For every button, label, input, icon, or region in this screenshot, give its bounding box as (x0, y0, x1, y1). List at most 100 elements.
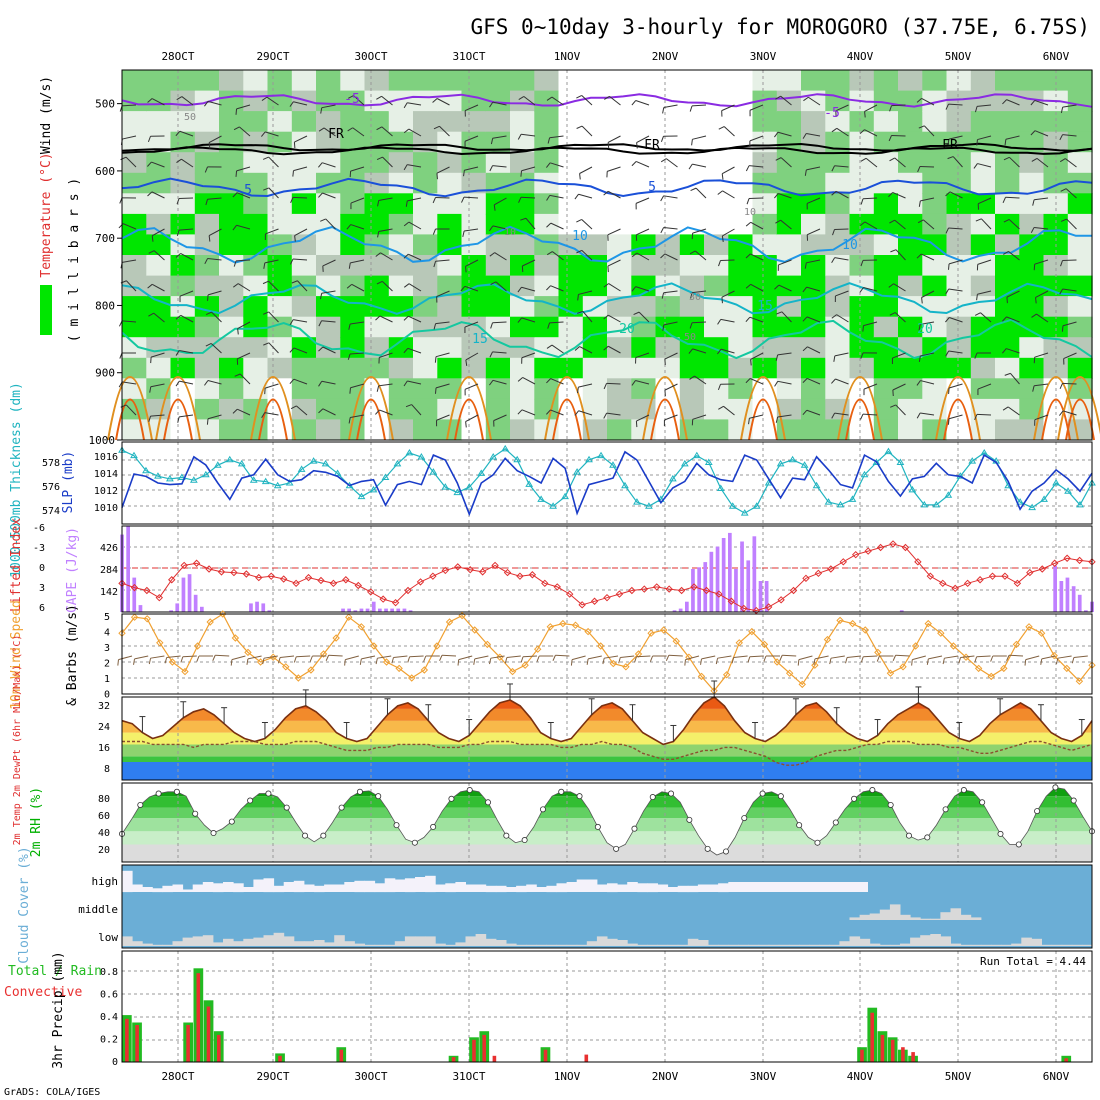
lifted-index-marker (230, 568, 238, 577)
wind-barb-flag (774, 193, 779, 199)
wind-barb-flag (975, 218, 982, 222)
rh-marker (393, 822, 400, 829)
wind-barb (506, 655, 521, 658)
cloud-bar (950, 908, 962, 920)
wind-barb-flag (916, 98, 922, 103)
wind-speed-marker (193, 642, 202, 650)
wind-barb (692, 135, 707, 140)
rh-cell (146, 357, 172, 379)
rh-cell (146, 398, 172, 421)
rh-marker (265, 790, 272, 797)
wind-barb (125, 404, 137, 416)
wind-barb (750, 253, 764, 261)
wind-barb-flag (577, 387, 579, 394)
cape-bar (1077, 594, 1082, 612)
wind-barb-flag (974, 352, 978, 359)
wind-barb-flag (745, 316, 751, 323)
wind-barb (382, 156, 393, 168)
rh-cell (776, 357, 802, 379)
rh-cell (340, 316, 366, 338)
rh-cell (849, 255, 875, 277)
wind-barb (835, 378, 849, 385)
cloud-bar (758, 944, 770, 946)
wind-barb-flag (205, 343, 212, 347)
cloud-bar (829, 944, 840, 946)
rh-cell (194, 398, 220, 421)
wind-barb-flag (462, 230, 465, 237)
rh-cell (922, 90, 948, 112)
thickness-marker (189, 476, 198, 483)
wind-barb-flag (717, 348, 722, 355)
wind-barb (352, 127, 365, 137)
cape-bar (764, 581, 769, 612)
wind-barb (636, 252, 650, 261)
wind-barb (948, 135, 963, 140)
rh-marker (649, 794, 656, 801)
wind-barb-flag (603, 412, 608, 419)
wind-barb (863, 321, 878, 327)
rh-cell (122, 316, 147, 338)
wind-speed-marker (143, 615, 151, 623)
wind-barb-flag (504, 657, 508, 664)
wind-barb-flag (1032, 385, 1035, 392)
wind-barb (668, 654, 683, 657)
wind-speed-marker (672, 637, 680, 645)
wind-barb (948, 259, 963, 265)
precip-conv-bar (217, 1034, 221, 1062)
wind-barb-flag (261, 412, 266, 418)
wind-speed-marker (294, 674, 303, 682)
cloud-bar (334, 935, 345, 946)
wind-barb (464, 383, 479, 390)
contour-label: 30 (689, 292, 701, 303)
wind-barb-flag (518, 96, 525, 101)
rh-tick-label: 80 (98, 794, 110, 805)
lifted-index-marker (404, 586, 412, 595)
wind-barb (207, 290, 222, 296)
wind-barb (393, 655, 408, 658)
wind-barb (381, 95, 393, 106)
wind-barb (581, 125, 593, 137)
cape-bar (691, 569, 695, 612)
rh-cell (316, 152, 341, 174)
wind-barb (977, 259, 992, 265)
lifted-index-marker (640, 585, 649, 593)
rh-cell (122, 378, 147, 400)
wind-barb (407, 380, 422, 385)
rh-cell (946, 337, 972, 359)
wind-barb (691, 104, 707, 107)
rh-cell (776, 152, 802, 174)
wind-barb (151, 228, 165, 237)
wind-barb-flag (207, 294, 209, 301)
rh-cell (873, 255, 899, 277)
wind-barb-flag (1002, 348, 1007, 354)
thickness-marker (692, 451, 701, 459)
rh-cell (728, 152, 754, 174)
wind-barb (1006, 290, 1020, 298)
rh-cell (946, 70, 972, 92)
wind-barb-flag (318, 380, 323, 387)
cape-bar (396, 608, 401, 612)
rh-cell (873, 90, 899, 112)
wind-barb-flag (546, 251, 553, 256)
rh-cell (704, 111, 729, 133)
wind-barb-flag (520, 217, 527, 221)
rh-cell (364, 131, 390, 153)
wind-barb-flag (718, 260, 721, 267)
rh-cell (970, 419, 996, 441)
contour-label: 10 (842, 238, 858, 253)
wind-barb-flag (774, 381, 779, 387)
wind-barb (582, 311, 593, 323)
wind-barb-flag (546, 162, 551, 168)
rh-cell (1019, 70, 1045, 92)
rh-cell (631, 152, 657, 174)
cloud-bar (657, 884, 669, 892)
cloud-bar (253, 879, 264, 892)
rh-cell (291, 193, 317, 215)
rh-cell (607, 131, 632, 153)
rh-cell (170, 296, 196, 318)
rh-cell (316, 111, 341, 133)
wind-barb-flag (804, 262, 807, 269)
wind-barb (549, 135, 564, 139)
cloud-bar (445, 944, 456, 946)
rh-cell (194, 357, 220, 379)
